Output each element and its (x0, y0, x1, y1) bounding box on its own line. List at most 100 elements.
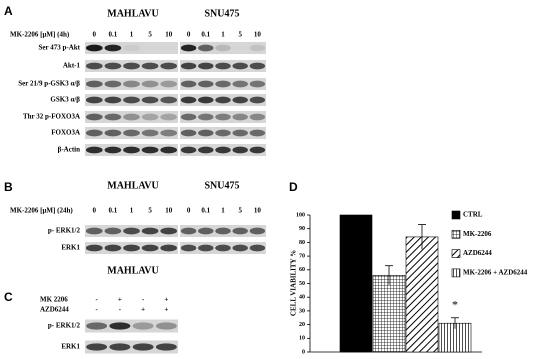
treatment-sign: - (119, 306, 122, 314)
blot-band (123, 44, 140, 52)
blot-band (141, 62, 159, 70)
blot-band (249, 227, 266, 235)
y-tick-label: 0 (302, 349, 305, 355)
dose-label: 10 (254, 207, 262, 215)
dose-label: 0.1 (201, 207, 210, 215)
dose-label: 0 (93, 207, 97, 215)
blot-band (104, 129, 122, 137)
dose-label: 0 (187, 207, 191, 215)
blot-band (104, 227, 122, 235)
blot-band (123, 96, 140, 104)
blot-band (232, 129, 248, 137)
blot-band (249, 146, 266, 154)
blot-band (249, 80, 266, 88)
row-label: ERK1 (61, 244, 80, 252)
blot-band (160, 62, 178, 70)
blot-band (109, 343, 131, 351)
blot-band (198, 62, 214, 70)
blot-band (215, 113, 231, 121)
row-label: Thr 32 p-FOXO3A (23, 113, 80, 121)
blot-band (180, 129, 197, 137)
treatment-label: AZD6244 (40, 306, 69, 314)
row-label: GSK3 α/β (50, 96, 80, 104)
blot-band (141, 80, 159, 88)
blot-band (198, 244, 214, 252)
blot-band (180, 62, 197, 70)
blot-band (141, 113, 159, 121)
blot-band (232, 227, 248, 235)
blot-strip (85, 42, 178, 54)
blot-band (160, 113, 178, 121)
y-tick-label: 80 (299, 240, 305, 246)
blot-band (232, 80, 248, 88)
treatment-sign: - (142, 296, 145, 304)
treatment-label: MK-2206 [μM] (24h) (10, 207, 73, 215)
legend-label: MK-2206 + AZD6244 (463, 269, 528, 277)
blot-band (141, 244, 159, 252)
y-tick-label: 30 (299, 308, 305, 314)
panel-label: C (4, 290, 13, 304)
blot-band (85, 62, 103, 70)
dose-label: 0.1 (109, 31, 118, 39)
blot-band (104, 62, 122, 70)
blot-band (109, 322, 131, 330)
dose-label: 0 (93, 31, 97, 39)
legend-label: MK-2206 (463, 230, 492, 238)
blot-band (86, 343, 108, 351)
cell-line: MAHLAVU (107, 265, 158, 276)
blot-band (232, 146, 248, 154)
blot-band (123, 146, 140, 154)
blot-strip (180, 42, 266, 54)
blot-strip (85, 319, 178, 333)
blot-band (85, 146, 103, 154)
blot-band (123, 227, 140, 235)
blot-band (123, 62, 140, 70)
panel-label: D (289, 180, 298, 194)
cell-line: SNU475 (204, 8, 239, 19)
cell-line: SNU475 (204, 180, 239, 191)
blot-band (86, 322, 108, 330)
blot-band (198, 129, 214, 137)
legend-swatch (451, 210, 461, 220)
blot-band (249, 44, 266, 52)
dose-label: 5 (148, 207, 152, 215)
y-tick-label: 20 (299, 322, 305, 328)
y-tick-label: 60 (299, 267, 305, 273)
treatment-label: MK 2206 (40, 296, 68, 304)
blot-band (123, 129, 140, 137)
blot-band (215, 44, 231, 52)
blot-strip (85, 78, 178, 90)
row-label: FOXO3A (51, 129, 80, 137)
row-label: p- ERK1/2 (48, 227, 81, 235)
blot-band (180, 113, 197, 121)
treatment-sign: - (95, 296, 98, 304)
row-label: ERK1 (61, 343, 80, 351)
blot-band (85, 129, 103, 137)
cell-line: MAHLAVU (107, 8, 158, 19)
treatment-sign: + (118, 296, 122, 304)
blot-band (85, 227, 103, 235)
blot-band (132, 322, 154, 330)
dose-label: 1 (221, 31, 225, 39)
blot-strip (85, 340, 178, 354)
blot-band (141, 227, 159, 235)
blot-band (160, 129, 178, 137)
blot-band (104, 146, 122, 154)
legend-label: AZD6244 (463, 249, 492, 257)
blot-band (85, 244, 103, 252)
bar (339, 214, 373, 353)
treatment-sign: - (95, 306, 98, 314)
blot-band (215, 80, 231, 88)
dose-label: 10 (165, 207, 173, 215)
blot-band (160, 227, 178, 235)
blot-band (249, 244, 266, 252)
blot-band (198, 96, 214, 104)
y-tick-label: 40 (299, 295, 305, 301)
legend-swatch (451, 249, 461, 258)
bar (372, 274, 406, 353)
blot-band (249, 96, 266, 104)
y-tick-label: 100 (296, 212, 305, 218)
row-label: p- ERK1/2 (48, 322, 81, 330)
blot-band (198, 227, 214, 235)
y-tick-label: 50 (299, 281, 305, 287)
